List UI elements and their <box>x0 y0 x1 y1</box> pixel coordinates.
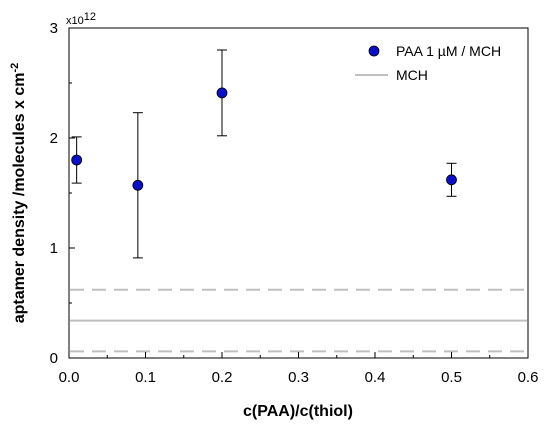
y-exponent-power: 12 <box>84 11 96 23</box>
data-point <box>71 154 83 166</box>
data-points <box>71 87 457 191</box>
x-tick-label: 0.6 <box>518 369 539 386</box>
legend: PAA 1 µM / MCH MCH <box>355 43 501 83</box>
y-tick-label: 2 <box>50 130 58 147</box>
x-tick-label: 0.0 <box>59 369 80 386</box>
y-axis-ticks: 0 1 2 3 <box>50 20 75 367</box>
data-point <box>132 179 144 191</box>
y-tick-label: 0 <box>50 350 58 367</box>
x-tick-label: 0.2 <box>212 369 233 386</box>
y-tick-label: 1 <box>50 240 58 257</box>
x-axis-title: c(PAA)/c(thiol) <box>243 403 353 420</box>
x-tick-label: 0.5 <box>441 369 462 386</box>
x-tick-label: 0.4 <box>365 369 386 386</box>
y-exponent-base: x10 <box>66 15 84 27</box>
legend-label-paa: PAA 1 µM / MCH <box>396 43 501 59</box>
y-axis-title-main: aptamer density /molecules x cm <box>11 73 28 324</box>
data-point <box>446 174 457 186</box>
x-axis-ticks: 0.0 0.1 0.2 0.3 0.4 0.5 0.6 <box>59 352 539 386</box>
legend-label-mch: MCH <box>396 67 428 83</box>
data-point <box>216 87 228 99</box>
y-tick-label: 3 <box>50 20 58 37</box>
mch-reference-lines <box>70 288 527 353</box>
legend-marker-paa <box>368 45 380 57</box>
y-exponent-label: x1012 <box>66 11 96 27</box>
x-tick-label: 0.3 <box>288 369 309 386</box>
x-tick-label: 0.1 <box>135 369 156 386</box>
y-axis-title: aptamer density /molecules x cm-2 <box>9 63 28 324</box>
y-axis-title-sup: -2 <box>9 63 21 73</box>
